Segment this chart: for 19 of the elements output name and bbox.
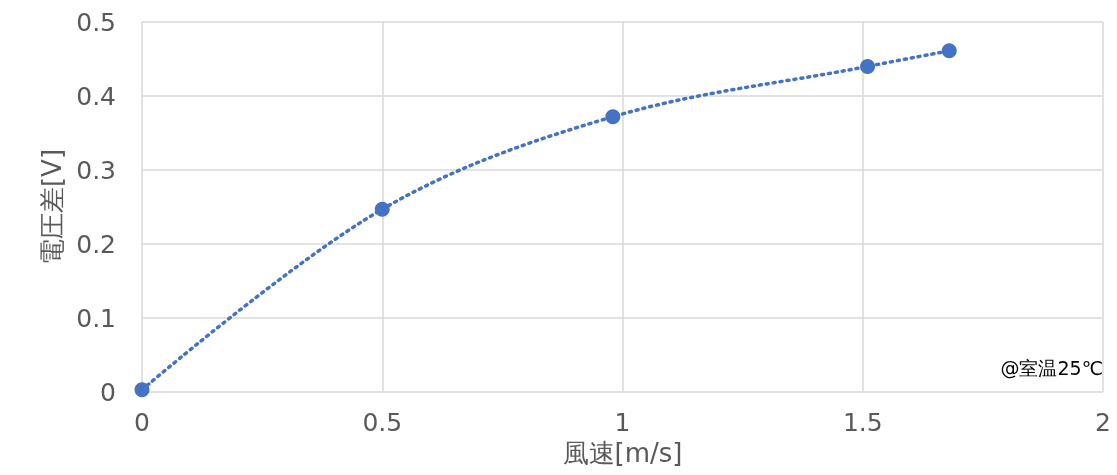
annotation: @室温25℃ <box>1000 356 1103 379</box>
x-tick-label: 2 <box>1095 408 1111 437</box>
x-axis-title: 風速[m/s] <box>562 437 683 468</box>
y-tick-label: 0 <box>100 377 116 407</box>
x-tick-label: 1 <box>614 408 631 437</box>
y-tick-label: 0.2 <box>76 229 116 259</box>
point <box>941 43 957 59</box>
y-tick-label: 0.5 <box>76 7 116 37</box>
point <box>374 201 390 217</box>
y-axis-title: 電圧差[V] <box>37 148 68 266</box>
point <box>605 109 621 125</box>
x-tick-label: 0.5 <box>362 408 403 437</box>
y-tick-label: 0.1 <box>76 303 116 333</box>
x-tick-label: 0 <box>134 408 150 437</box>
y-tick-label: 0.3 <box>76 155 116 185</box>
y-tick-label: 0.4 <box>76 81 116 111</box>
point <box>134 382 150 398</box>
x-tick-label: 1.5 <box>842 408 883 437</box>
point <box>860 58 876 74</box>
